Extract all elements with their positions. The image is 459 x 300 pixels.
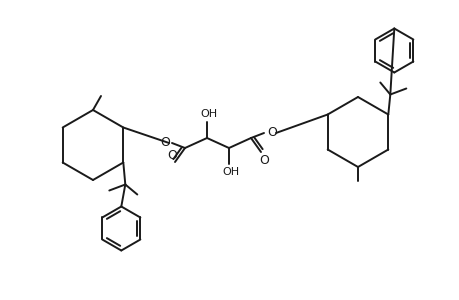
Text: O: O [160, 136, 169, 148]
Text: O: O [258, 154, 269, 166]
Text: O: O [167, 148, 177, 161]
Text: OH: OH [222, 167, 239, 177]
Text: O: O [267, 125, 276, 139]
Text: OH: OH [200, 109, 217, 119]
